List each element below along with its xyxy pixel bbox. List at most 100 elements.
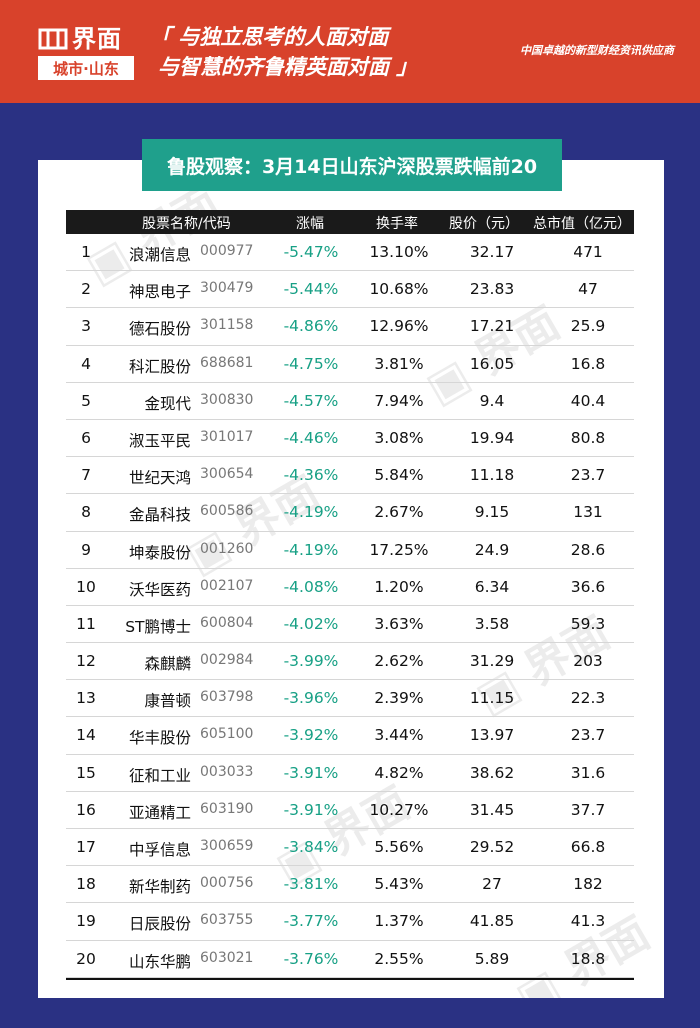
turnover-cell: 7.94% [374, 391, 424, 410]
logo-subtitle: 城市·山东 [38, 56, 134, 80]
stock-name-cell: 金现代 [144, 394, 191, 413]
stock-code-cell: 003033 [200, 763, 254, 780]
table-row: 19 日辰股份 603755 -3.77% 1.37% 41.85 41.3 [66, 903, 634, 941]
stock-name-cell: 森麒麟 [144, 655, 191, 674]
change-cell: -3.81% [283, 875, 339, 894]
logo-title: 界面 [72, 25, 122, 53]
turnover-cell: 3.63% [374, 614, 424, 633]
table-row: 11 ST鹏博士 600804 -4.02% 3.63% 3.58 59.3 [66, 606, 634, 644]
change-cell: -5.47% [283, 243, 339, 261]
turnover-cell: 5.43% [374, 875, 424, 894]
turnover-cell: 5.84% [374, 466, 424, 485]
turnover-cell: 1.20% [374, 577, 424, 596]
turnover-cell: 12.96% [369, 317, 429, 336]
market-cap-cell: 16.8 [570, 354, 606, 373]
market-cap-cell: 23.7 [570, 726, 606, 745]
stock-code-cell: 300830 [200, 391, 254, 408]
stock-name-cell: 康普顿 [144, 692, 191, 711]
price-cell: 17.21 [469, 317, 515, 336]
change-cell: -4.46% [283, 428, 339, 447]
stock-name-cell: 沃华医药 [128, 580, 191, 599]
stock-code-cell: 300659 [200, 838, 254, 854]
stock-name-cell: 神思电子 [128, 283, 191, 302]
change-cell: -3.76% [283, 949, 339, 968]
turnover-cell: 3.08% [374, 428, 424, 447]
turnover-cell: 4.82% [374, 763, 424, 782]
market-cap-cell: 66.8 [570, 838, 606, 856]
market-cap-cell: 131 [573, 503, 603, 522]
change-cell: -3.77% [283, 912, 339, 931]
stock-table-body: 1 浪潮信息 000977 -5.47% 13.10% 32.17 471 2 神思电子 3004… [66, 234, 634, 978]
price-cell: 31.45 [469, 800, 515, 819]
price-cell: 11.18 [469, 466, 515, 485]
price-cell: 5.89 [474, 949, 510, 968]
report-title: 鲁股观察：3月14日山东沪深股票跌幅前20 [142, 139, 562, 191]
turnover-cell: 3.81% [374, 354, 424, 373]
stock-name-cell: 金晶科技 [128, 506, 191, 525]
change-cell: -3.99% [283, 652, 339, 671]
change-cell: -3.91% [283, 800, 339, 819]
stock-code-cell: 000756 [200, 875, 254, 892]
market-cap-cell: 37.7 [570, 800, 606, 819]
change-cell: -4.57% [283, 391, 339, 410]
slogan-line-2: 与智慧的齐鲁精英面对面 」 [158, 54, 418, 79]
table-row: 5 金现代 300830 -4.57% 7.94% 9.4 40.4 [66, 383, 634, 420]
market-cap-cell: 18.8 [570, 949, 606, 968]
table-header: 股票名称/代码 涨幅 换手率 股价（元） 总市值（亿元） [66, 210, 634, 234]
rank-cell: 10 [76, 577, 96, 596]
content-panel: ▣ 界面 ▣ 界面 ▣ 界面 ▣ 界面 ▣ 界面 ▣ 界面 [38, 160, 664, 998]
table-row: 17 中孚信息 300659 -3.84% 5.56% 29.52 66.8 [66, 829, 634, 867]
column-header-turnover: 换手率 [376, 216, 418, 232]
price-cell: 9.15 [474, 503, 510, 522]
table-row: 15 征和工业 003033 -3.91% 4.82% 38.62 31.6 [66, 755, 634, 792]
rank-cell: 19 [76, 912, 96, 931]
brand-logo: 界面 城市·山东 [38, 24, 134, 82]
stock-name-cell: 淑玉平民 [128, 431, 191, 450]
change-cell: -4.19% [283, 503, 339, 522]
turnover-cell: 2.62% [374, 652, 424, 671]
change-cell: -4.08% [283, 577, 339, 596]
table-row: 3 德石股份 301158 -4.86% 12.96% 17.21 25.9 [66, 308, 634, 346]
rank-cell: 3 [81, 317, 91, 336]
rank-cell: 7 [81, 466, 91, 485]
tagline: 中国卓越的新型财经资讯供应商 [520, 44, 674, 57]
table-row: 6 淑玉平民 301017 -4.46% 3.08% 19.94 80.8 [66, 420, 634, 458]
stock-name-cell: 坤泰股份 [128, 543, 191, 562]
stock-code-cell: 002107 [200, 577, 254, 594]
turnover-cell: 10.27% [369, 800, 429, 819]
price-cell: 3.58 [474, 614, 510, 633]
price-cell: 16.05 [469, 354, 515, 373]
table-row: 8 金晶科技 600586 -4.19% 2.67% 9.15 131 [66, 494, 634, 532]
rank-cell: 5 [81, 391, 91, 410]
column-header-change: 涨幅 [296, 216, 324, 232]
turnover-cell: 2.67% [374, 503, 424, 522]
market-cap-cell: 23.7 [570, 466, 606, 485]
slogan: 「 与独立思考的人面对面 与智慧的齐鲁精英面对面 」 [150, 22, 417, 82]
stock-name-cell: 浪潮信息 [128, 246, 191, 264]
change-cell: -4.02% [283, 614, 339, 633]
price-cell: 23.83 [469, 280, 515, 299]
price-cell: 24.9 [474, 540, 510, 559]
market-cap-cell: 471 [573, 243, 603, 261]
rank-cell: 15 [76, 763, 96, 782]
price-cell: 38.62 [469, 763, 515, 782]
table-row: 12 森麒麟 002984 -3.99% 2.62% 31.29 203 [66, 643, 634, 681]
rank-cell: 13 [76, 689, 96, 708]
column-header-name-code: 股票名称/代码 [142, 216, 231, 232]
market-cap-cell: 40.4 [570, 391, 606, 410]
table-row: 2 神思电子 300479 -5.44% 10.68% 23.83 47 [66, 271, 634, 309]
table-row: 1 浪潮信息 000977 -5.47% 13.10% 32.17 471 [66, 234, 634, 272]
change-cell: -3.96% [283, 689, 339, 708]
stock-code-cell: 300479 [200, 280, 254, 297]
stock-code-cell: 603798 [200, 689, 254, 706]
stock-code-cell: 301158 [200, 317, 254, 334]
stock-code-cell: 603021 [200, 949, 254, 966]
turnover-cell: 5.56% [374, 838, 424, 856]
table-row: 10 沃华医药 002107 -4.08% 1.20% 6.34 36.6 [66, 569, 634, 606]
price-cell: 13.97 [469, 726, 515, 745]
table-row: 14 华丰股份 605100 -3.92% 3.44% 13.97 23.7 [66, 717, 634, 755]
table-row: 18 新华制药 000756 -3.81% 5.43% 27 182 [66, 866, 634, 904]
table-row: 9 坤泰股份 001260 -4.19% 17.25% 24.9 28.6 [66, 532, 634, 569]
market-cap-cell: 182 [573, 875, 603, 894]
change-cell: -5.44% [283, 280, 339, 299]
